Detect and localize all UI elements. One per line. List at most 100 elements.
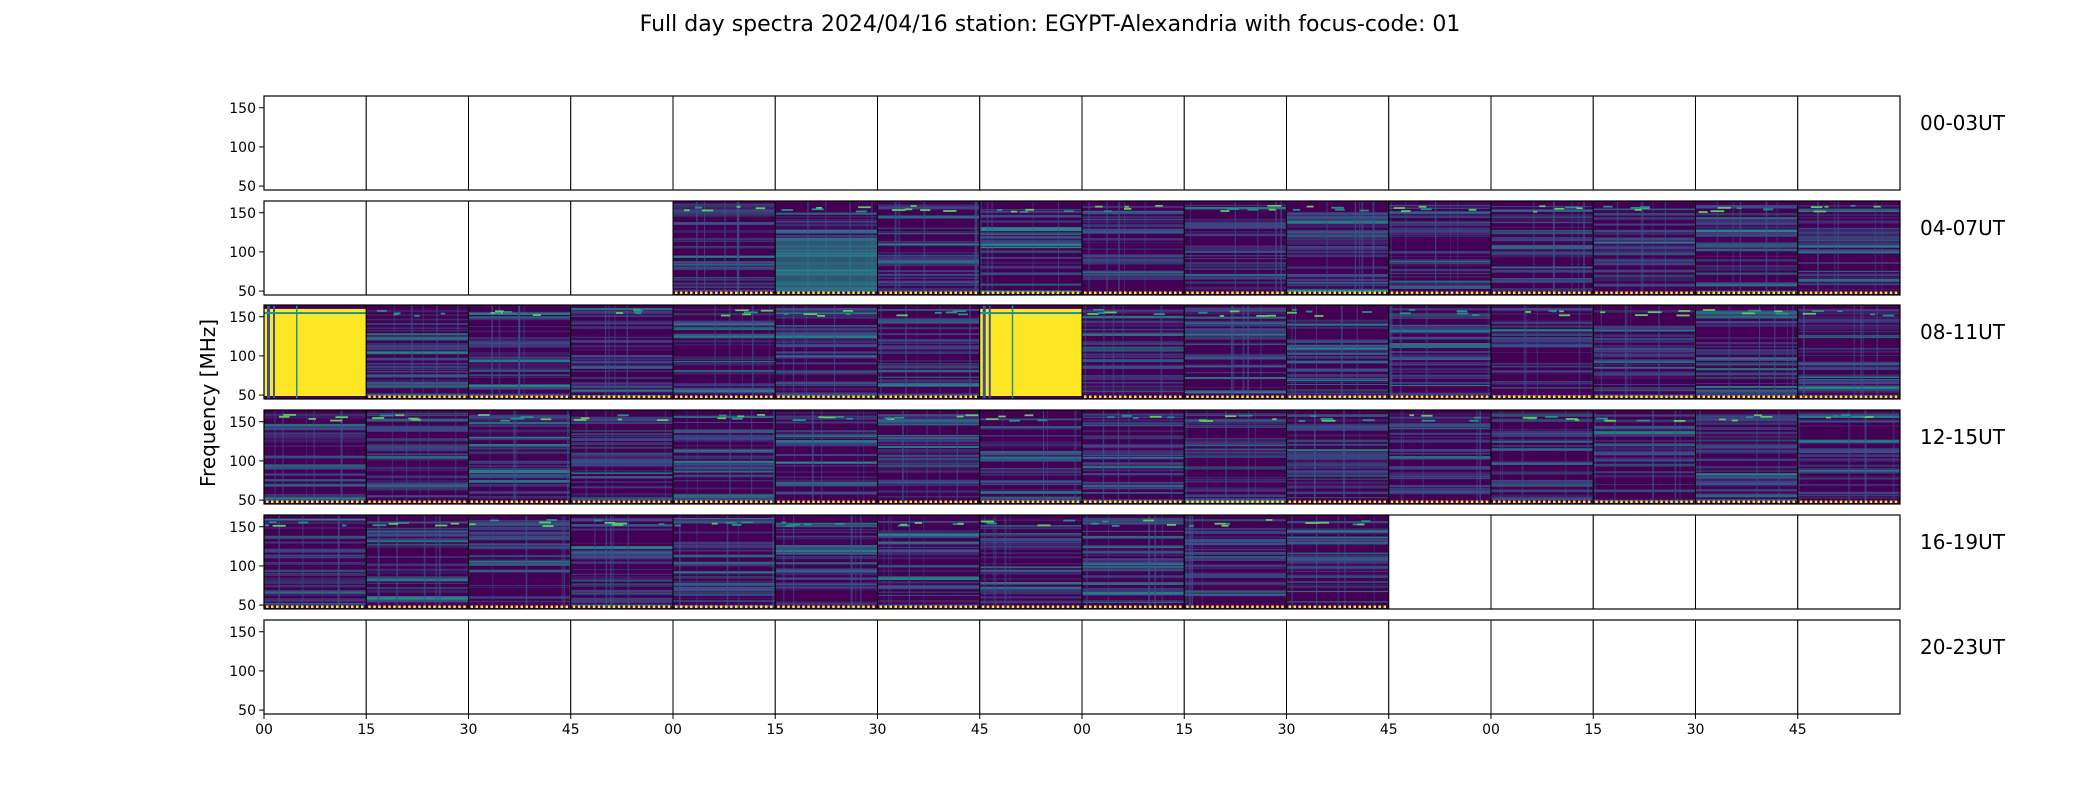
spectrum-band bbox=[366, 495, 469, 498]
spectrum-band bbox=[1797, 373, 1900, 376]
spectrum-band bbox=[979, 566, 1082, 569]
baseline-dot bbox=[1742, 291, 1745, 294]
baseline-dot bbox=[894, 605, 897, 608]
spectrum-band bbox=[366, 430, 469, 432]
spectrum-band bbox=[1082, 430, 1185, 432]
spectrum-band bbox=[1593, 394, 1696, 398]
baseline-dot bbox=[1707, 291, 1710, 294]
baseline-dot bbox=[622, 395, 626, 398]
spectrum-band bbox=[775, 429, 878, 432]
panel-08-11UT-13 bbox=[1592, 304, 1696, 400]
spectrum-burst bbox=[489, 519, 499, 522]
spectrum-band bbox=[1388, 282, 1491, 285]
panel-00-03UT-11 bbox=[1388, 95, 1492, 191]
spectrum-band bbox=[1184, 539, 1287, 542]
baseline-dot bbox=[1670, 291, 1673, 294]
spectrum-band bbox=[1593, 344, 1696, 347]
spectrum-band bbox=[1797, 391, 1900, 393]
spectrum-band bbox=[775, 415, 878, 417]
baseline-dot bbox=[884, 605, 887, 608]
spectrum-band bbox=[1286, 444, 1389, 446]
baseline-dot bbox=[1455, 395, 1459, 398]
spectrum-band bbox=[1491, 236, 1594, 240]
spectrum-band bbox=[468, 436, 571, 438]
baseline-dot bbox=[470, 500, 473, 503]
spectrum-burst bbox=[1647, 311, 1662, 314]
spectrum-burst bbox=[1826, 416, 1831, 419]
baseline-dot bbox=[1405, 395, 1409, 398]
spectrum-band bbox=[877, 530, 980, 533]
spectrum-burst bbox=[920, 209, 931, 211]
baseline-dot bbox=[336, 500, 339, 503]
baseline-dot bbox=[899, 291, 902, 294]
baseline-dot bbox=[1348, 500, 1351, 503]
spectrum-burst bbox=[943, 210, 957, 212]
baseline-dot bbox=[1588, 395, 1591, 398]
spectrum-column bbox=[626, 305, 628, 399]
spectrum-burst bbox=[532, 314, 541, 316]
panel-08-11UT-9 bbox=[1183, 304, 1287, 400]
spectrum-band bbox=[877, 352, 980, 354]
baseline-dot bbox=[1246, 605, 1249, 608]
spectrum-column bbox=[1732, 201, 1734, 295]
spectrum-column bbox=[1294, 410, 1297, 504]
baseline-dot bbox=[1508, 500, 1511, 503]
spectrum-burst bbox=[1636, 419, 1650, 422]
spectrum-column bbox=[1798, 410, 1801, 504]
spectrum-band bbox=[673, 333, 776, 337]
spectrum-band bbox=[673, 455, 776, 458]
spectrum-burst bbox=[435, 524, 448, 527]
spectrum-burst bbox=[469, 523, 476, 526]
spectrum-burst bbox=[1544, 415, 1558, 418]
baseline-dot bbox=[1109, 395, 1112, 398]
spectrum-band bbox=[1286, 327, 1389, 329]
baseline-dot bbox=[565, 605, 568, 608]
spectrum-band bbox=[1184, 391, 1287, 394]
baseline-dot bbox=[894, 500, 897, 503]
baseline-dot bbox=[1787, 291, 1790, 294]
spectrum-band bbox=[570, 573, 673, 575]
spectrum-band bbox=[979, 582, 1082, 584]
baseline-dot bbox=[847, 500, 850, 503]
spectrum-band bbox=[468, 474, 571, 477]
baseline-dot bbox=[1757, 395, 1760, 398]
spectrum-band bbox=[1286, 424, 1389, 428]
spectrum-band bbox=[1286, 288, 1389, 290]
spectrum-band bbox=[1388, 423, 1491, 427]
baseline-dot bbox=[1675, 395, 1678, 398]
spectrum-burst bbox=[1408, 309, 1416, 311]
spectrum-band bbox=[775, 387, 878, 391]
saturated-region bbox=[264, 308, 367, 396]
spectrum-band bbox=[1593, 489, 1696, 493]
spectrum-band bbox=[1082, 364, 1185, 368]
spectrum-column bbox=[1314, 410, 1316, 504]
spectrum-band bbox=[1491, 431, 1594, 433]
spectrum-band bbox=[1286, 377, 1389, 379]
baseline-dot bbox=[550, 395, 553, 398]
spectrum-band bbox=[570, 443, 673, 446]
spectrum-band bbox=[775, 351, 878, 354]
spectrum-band bbox=[1082, 554, 1185, 557]
panel-08-11UT-6 bbox=[877, 304, 981, 400]
spectrum-band bbox=[1695, 363, 1798, 366]
baseline-dot bbox=[740, 605, 743, 608]
spectrum-column bbox=[586, 410, 588, 504]
spectrum-band bbox=[1286, 465, 1389, 468]
baseline-dot bbox=[817, 291, 820, 294]
spectrum-band bbox=[877, 576, 980, 579]
spectrum-band bbox=[1593, 465, 1696, 467]
spectrum-band bbox=[1695, 232, 1798, 235]
panel-20-23UT-1 bbox=[365, 619, 469, 715]
spectrum-band bbox=[1184, 376, 1287, 380]
baseline-dot bbox=[1889, 395, 1893, 398]
baseline-dot bbox=[1675, 500, 1678, 503]
spectrum-band bbox=[1082, 483, 1185, 485]
baseline-dot bbox=[1777, 500, 1780, 503]
spectrum-column bbox=[1564, 410, 1567, 504]
spectrum-band bbox=[1388, 358, 1491, 361]
spectrum-band bbox=[673, 343, 776, 346]
spectrum-band bbox=[979, 533, 1082, 537]
spectrum-band bbox=[1797, 312, 1900, 315]
spectrum-band bbox=[673, 277, 776, 280]
spectrum-band bbox=[264, 550, 367, 552]
